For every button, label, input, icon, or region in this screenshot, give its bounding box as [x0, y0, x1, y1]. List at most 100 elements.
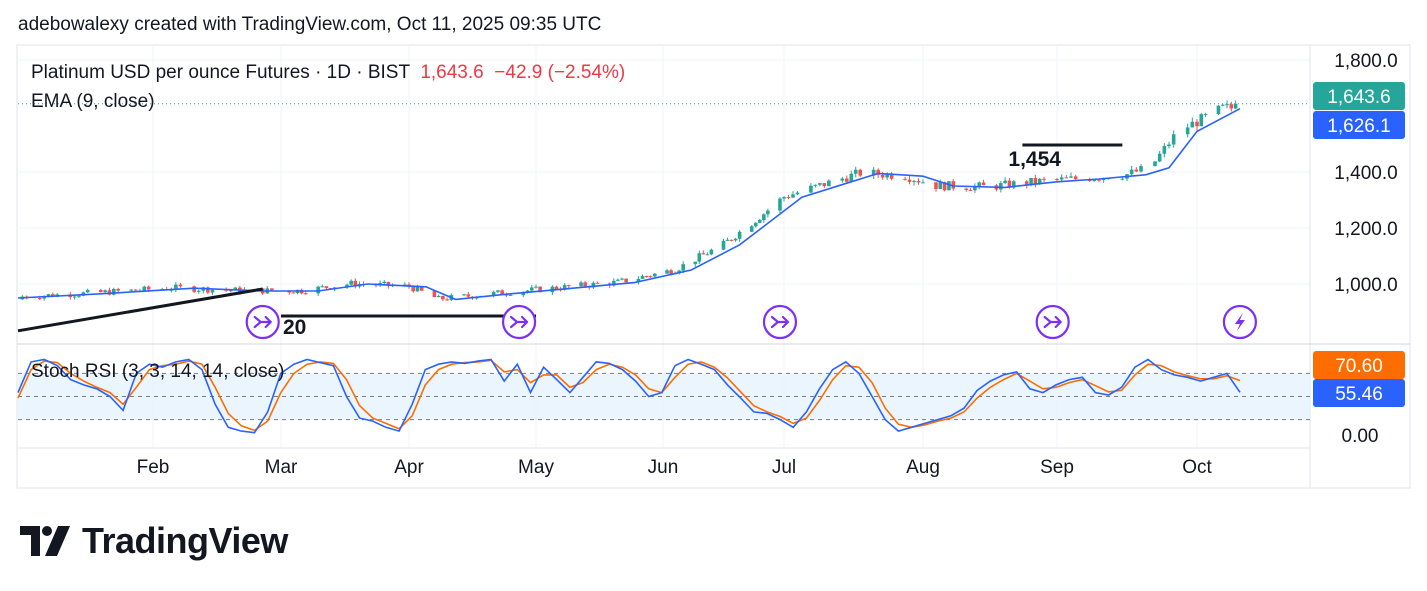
candle-body [693, 261, 698, 265]
candle-body [616, 279, 620, 281]
candle-body [853, 169, 858, 174]
trend-line [17, 287, 263, 333]
candle-body [705, 254, 710, 256]
chart-frame [16, 44, 1411, 489]
candle-body [432, 290, 437, 298]
candle-body [624, 278, 628, 283]
candle-body [595, 282, 600, 284]
price-axis-tick-label: 1,000.0 [1334, 275, 1397, 296]
candle-body [1229, 104, 1234, 109]
candle-body [1199, 114, 1204, 127]
ema-price-tag-bg [1313, 111, 1405, 139]
candle-body [500, 290, 504, 295]
time-axis-tick-label: Mar [265, 457, 298, 478]
candle-body [491, 291, 496, 296]
candle-body [973, 185, 977, 191]
candle-body [653, 273, 657, 277]
time-axis-tick-label: May [518, 457, 554, 478]
stoch-k-line [17, 358, 1241, 434]
stoch-band-fill [18, 373, 1310, 420]
candle-body [907, 179, 912, 182]
candle-body [753, 222, 758, 227]
last-price: 1,643.6 [420, 62, 484, 83]
candle-body [725, 239, 730, 241]
candle-body [844, 178, 849, 182]
candle-body [809, 185, 813, 193]
candle-body [1153, 161, 1157, 167]
candle-body [977, 182, 981, 186]
candle-body [1162, 146, 1167, 154]
candle-body [758, 220, 762, 223]
ema-line [17, 107, 1241, 301]
candle-body [196, 290, 201, 292]
last-price-tag-bg [1313, 82, 1405, 110]
candle-body [968, 189, 973, 191]
ema-price-tag: 1,626.1 [1313, 111, 1405, 139]
candle-body [795, 192, 800, 195]
candle-body [1003, 180, 1007, 184]
last-price-tag: 1,643.6 [1313, 82, 1405, 110]
candle-body [1042, 178, 1046, 180]
candle-body [508, 294, 513, 296]
candle-body [529, 287, 534, 291]
candle-body [1157, 153, 1162, 162]
candle-body [174, 284, 178, 290]
candle-body [822, 183, 827, 187]
candle-body [436, 296, 441, 298]
candle-body [701, 253, 706, 255]
price-axis-tick-label: 1,200.0 [1334, 219, 1397, 240]
tradingview-brand: TradingView [20, 520, 288, 562]
price-axis-tick-label: 1,400.0 [1334, 163, 1397, 184]
candle-body [1033, 177, 1038, 184]
candle-body [938, 182, 943, 189]
candle-body [951, 181, 956, 189]
candle-body [386, 281, 391, 286]
candle-body [538, 286, 542, 293]
candle-body [786, 197, 791, 199]
candle-body [1216, 105, 1221, 115]
candle-body [146, 286, 151, 290]
candle-body [640, 276, 645, 279]
candle-body [921, 182, 925, 184]
candle-body [942, 182, 947, 191]
candle-body [521, 291, 526, 296]
candle-body [791, 194, 795, 198]
candle-body [916, 180, 921, 183]
candle-body [1129, 169, 1134, 175]
candle-body [1029, 177, 1033, 186]
candle-body [827, 180, 831, 187]
stoch-axis-tick-label: 0.00 [1342, 426, 1379, 447]
candle-body [947, 181, 951, 191]
candle-body [1024, 181, 1029, 186]
candle-body [766, 210, 770, 215]
candle-body [1167, 144, 1171, 147]
candle-body [1069, 176, 1073, 178]
level-label: 20 [283, 316, 306, 339]
candle-body [303, 293, 308, 295]
price-change: −42.9 (−2.54%) [494, 62, 626, 83]
candle-body [415, 286, 420, 292]
chart-attribution: adebowalexy created with TradingView.com… [18, 14, 602, 35]
stoch-legend: Stoch RSI (3, 3, 14, 14, close) [31, 361, 285, 382]
lightning-glyph [1234, 313, 1245, 331]
candle-body [566, 285, 571, 287]
candle-body [1185, 127, 1190, 135]
candle-body [233, 287, 238, 291]
candle-body [562, 285, 567, 290]
candle-body [782, 197, 786, 199]
candle-body [142, 286, 147, 291]
candle-body [681, 264, 685, 271]
candle-body [345, 284, 349, 288]
candle-body [889, 173, 894, 179]
candle-body [871, 169, 876, 176]
candle-body [912, 180, 916, 182]
candle-body [665, 270, 669, 274]
candle-body [1092, 179, 1097, 182]
candle-body [77, 295, 81, 297]
candle-body [210, 289, 215, 293]
candle-body [324, 286, 329, 289]
time-axis-tick-label: Apr [394, 457, 424, 478]
candle-body [103, 290, 107, 293]
candle-body [1139, 166, 1143, 172]
